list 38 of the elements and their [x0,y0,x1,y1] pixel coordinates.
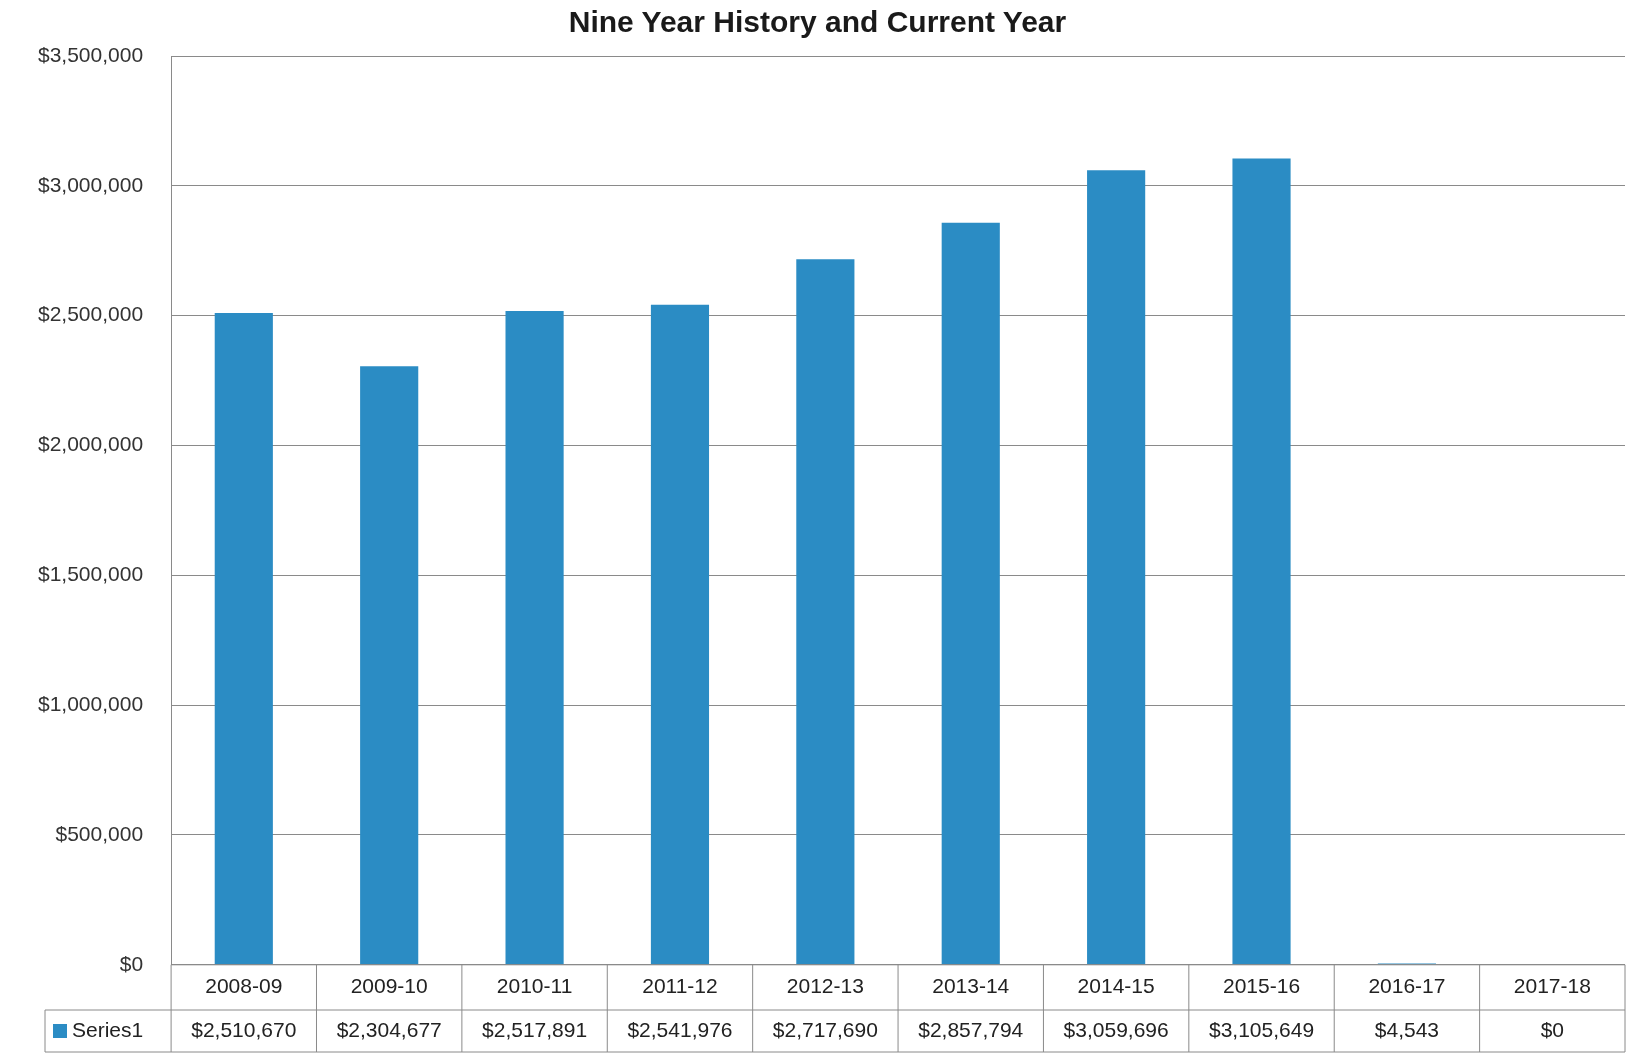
data-label: $2,510,670 [191,1017,297,1041]
bar [505,311,564,965]
data-label: $2,304,677 [336,1017,442,1041]
x-tick-label: 2013-14 [932,974,1010,998]
x-tick-label: 2009-10 [350,974,428,998]
data-label: $4,543 [1374,1017,1440,1041]
x-tick-label: 2014-15 [1077,974,1155,998]
legend-label: Series1 [72,1017,144,1041]
bar [650,304,710,965]
x-tick-label: 2017-18 [1513,974,1591,998]
bar [796,259,855,965]
x-tick-label: 2010-11 [496,974,573,998]
x-tick-label: 2008-09 [205,974,283,998]
y-tick-label: $1,000,000 [37,691,144,715]
y-tick-label: $500,000 [55,821,144,845]
y-tick-label: $0 [119,951,144,975]
data-label: $3,059,696 [1063,1017,1169,1041]
chart-title: Nine Year History and Current Year [568,5,1067,39]
data-label: $3,105,649 [1208,1017,1315,1041]
bar [214,312,273,965]
x-tick-label: 2011-12 [642,974,718,998]
y-tick-label: $3,000,000 [37,172,144,196]
x-tick-label: 2015-16 [1222,974,1301,998]
y-tick-label: $3,500,000 [37,42,144,66]
y-tick-label: $2,500,000 [37,302,144,326]
bar [1087,170,1146,965]
data-label: $2,717,690 [772,1017,878,1041]
bar [360,366,419,965]
bar [941,222,1000,965]
bar [1232,158,1291,965]
x-tick-label: 2012-13 [786,974,864,998]
data-label: $2,517,891 [482,1017,588,1041]
y-tick-label: $2,000,000 [37,432,144,456]
data-label: $2,541,976 [627,1017,733,1041]
y-tick-label: $1,500,000 [37,562,144,586]
x-tick-label: 2016-17 [1368,974,1446,998]
data-label: $0 [1540,1017,1564,1041]
data-label: $2,857,794 [918,1017,1024,1041]
